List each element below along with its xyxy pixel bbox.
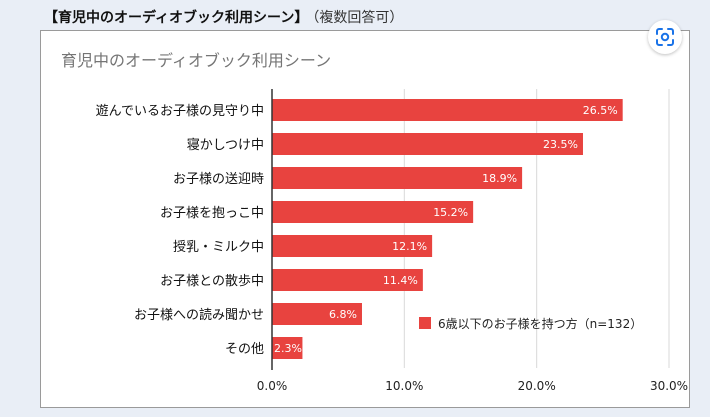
value-label: 26.5%: [583, 104, 618, 117]
category-label: お子様を抱っこ中: [160, 205, 264, 221]
x-tick-label: 10.0%: [385, 379, 423, 393]
category-label: お子様への読み聞かせ: [134, 307, 264, 323]
category-label: お子様との散歩中: [160, 274, 264, 289]
bar: [272, 269, 423, 291]
category-label: その他: [225, 342, 264, 357]
bar: [272, 99, 623, 121]
legend-label: 6歳以下のお子様を持つ方（n=132）: [438, 316, 642, 331]
page-heading-sub: （複数回答可）: [312, 10, 404, 26]
bar: [272, 201, 474, 223]
x-tick-label: 0.0%: [257, 379, 288, 393]
value-label: 18.9%: [482, 172, 517, 185]
category-label: 授乳・ミルク中: [173, 240, 264, 255]
google-lens-button[interactable]: [648, 20, 682, 54]
category-label: 遊んでいるお子様の見守り中: [96, 104, 264, 119]
value-label: 11.4%: [383, 274, 418, 287]
value-label: 23.5%: [543, 138, 578, 151]
chart-card: 育児中のオーディオブック利用シーン 0.0% 10.0% 20.0% 30.0% 遊んで…: [40, 30, 690, 408]
value-label: 12.1%: [392, 240, 427, 253]
value-label: 2.3%: [274, 342, 302, 355]
x-tick-label: 20.0%: [518, 379, 556, 393]
value-label: 6.8%: [329, 308, 357, 321]
page-heading: 【育児中のオーディオブック利用シーン】 （複数回答可）: [44, 9, 403, 27]
legend-swatch: [419, 317, 431, 329]
bar: [272, 167, 523, 189]
bar-chart: 育児中のオーディオブック利用シーン 0.0% 10.0% 20.0% 30.0% 遊んで…: [61, 51, 688, 393]
category-label: 寝かしつけ中: [187, 137, 264, 153]
category-label: お子様の送迎時: [173, 172, 264, 187]
value-label: 15.2%: [433, 206, 468, 219]
bar: [272, 133, 583, 155]
bar: [272, 303, 362, 325]
page-heading-main: 【育児中のオーディオブック利用シーン】: [44, 10, 309, 26]
x-tick-label: 30.0%: [650, 379, 688, 393]
google-lens-icon: [656, 28, 674, 46]
bar: [272, 235, 433, 257]
chart-title: 育児中のオーディオブック利用シーン: [61, 51, 331, 70]
bar: [272, 337, 303, 359]
